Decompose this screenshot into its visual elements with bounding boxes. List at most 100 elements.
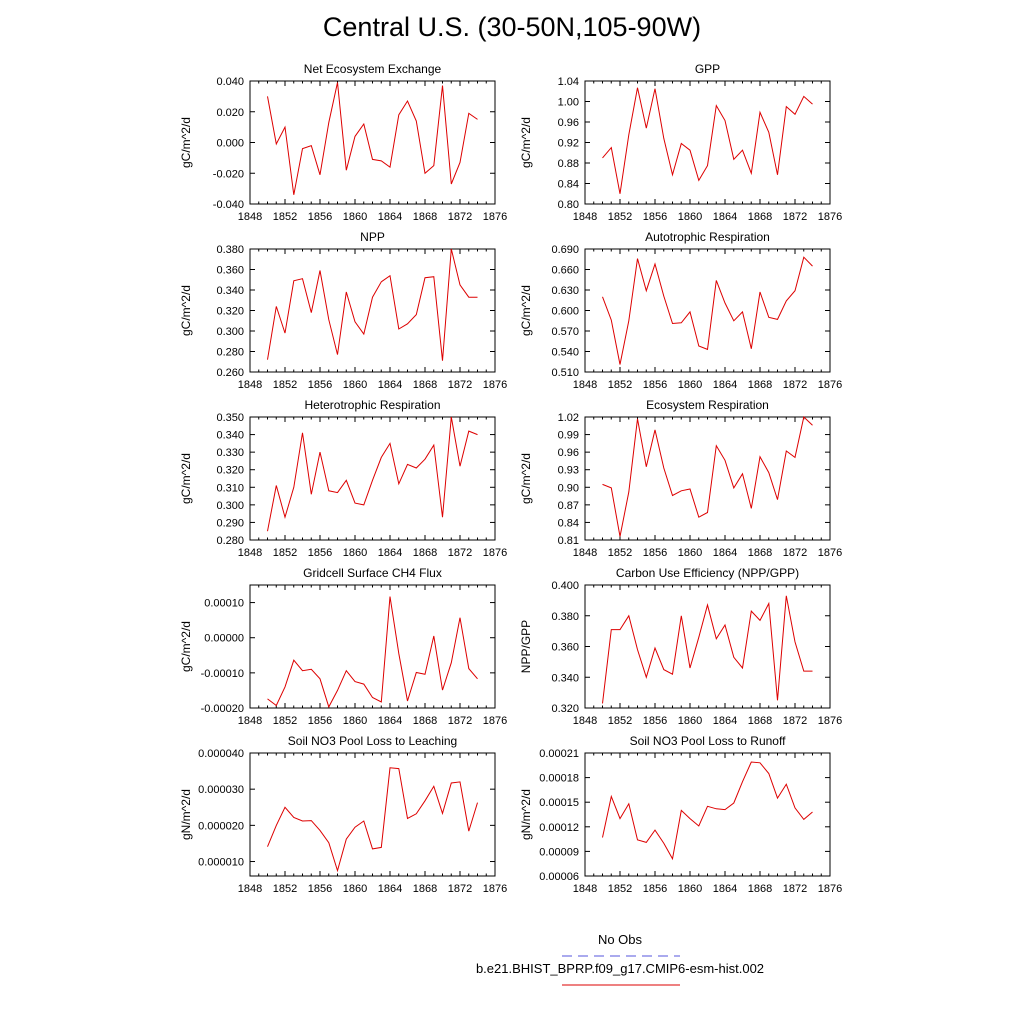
- panel-gpp-xtick-label: 1864: [713, 211, 737, 223]
- panel-gpp-ytick-label: 0.96: [558, 117, 579, 129]
- panel-net-ecosystem-exchange-ytick-label: 0.020: [216, 107, 244, 119]
- panel-soil-no3-pool-loss-to-leaching-ylabel: gN/m^2/d: [179, 789, 193, 840]
- panel-net-ecosystem-exchange-ytick-label: -0.020: [213, 168, 244, 180]
- panel-autotrophic-respiration-series-line: [602, 256, 813, 365]
- panel-soil-no3-pool-loss-to-runoff-xtick-label: 1864: [713, 883, 737, 895]
- panel-ecosystem-respiration-xtick-label: 1864: [713, 547, 737, 559]
- panel-carbon-use-efficiency-npp-gpp-xtick-label: 1856: [643, 715, 667, 727]
- panel-carbon-use-efficiency-npp-gpp-xtick-label: 1848: [573, 715, 597, 727]
- panel-gridcell-surface-ch4-flux-ytick-label: -0.00020: [201, 703, 244, 715]
- panel-gridcell-surface-ch4-flux-xtick-label: 1864: [378, 715, 402, 727]
- panel-gpp-title: GPP: [695, 62, 720, 76]
- panel-npp-ytick-label: 0.340: [216, 285, 244, 297]
- panel-soil-no3-pool-loss-to-runoff-xtick-label: 1860: [678, 883, 702, 895]
- panel-autotrophic-respiration-xtick-label: 1864: [713, 379, 737, 391]
- panel-gridcell-surface-ch4-flux-xtick-label: 1876: [483, 715, 507, 727]
- panel-carbon-use-efficiency-npp-gpp-xtick-label: 1872: [783, 715, 807, 727]
- panel-carbon-use-efficiency-npp-gpp-xtick-label: 1876: [818, 715, 842, 727]
- panel-ecosystem-respiration-ytick-label: 0.93: [558, 465, 579, 477]
- panel-npp-ytick-label: 0.300: [216, 326, 244, 338]
- panel-npp-xtick-label: 1852: [273, 379, 297, 391]
- panel-autotrophic-respiration-ytick-label: 0.570: [551, 326, 579, 338]
- panel-net-ecosystem-exchange-series-line: [267, 82, 478, 195]
- panel-ecosystem-respiration-ytick-label: 0.90: [558, 482, 579, 494]
- panel-autotrophic-respiration-xtick-label: 1868: [748, 379, 772, 391]
- panel-npp-xtick-label: 1864: [378, 379, 402, 391]
- panel-gridcell-surface-ch4-flux-ytick-label: 0.00010: [204, 598, 244, 610]
- panel-autotrophic-respiration-xtick-label: 1852: [608, 379, 632, 391]
- panel-autotrophic-respiration-ytick-label: 0.600: [551, 306, 579, 318]
- panel-npp-ytick-label: 0.260: [216, 367, 244, 379]
- panel-gpp-xtick-label: 1848: [573, 211, 597, 223]
- panel-autotrophic-respiration-ytick-label: 0.690: [551, 244, 579, 256]
- panel-soil-no3-pool-loss-to-leaching-xtick-label: 1852: [273, 883, 297, 895]
- panel-heterotrophic-respiration-ylabel: gC/m^2/d: [179, 453, 193, 504]
- panel-carbon-use-efficiency-npp-gpp-ytick-label: 0.320: [551, 703, 579, 715]
- panel-gridcell-surface-ch4-flux-xtick-label: 1848: [238, 715, 262, 727]
- panel-carbon-use-efficiency-npp-gpp-ytick-label: 0.400: [551, 580, 579, 592]
- panel-net-ecosystem-exchange-ylabel: gC/m^2/d: [179, 117, 193, 168]
- panel-carbon-use-efficiency-npp-gpp-xtick-label: 1852: [608, 715, 632, 727]
- panel-gpp-xtick-label: 1852: [608, 211, 632, 223]
- panel-npp-frame: [249, 248, 496, 373]
- panel-gpp-ytick-label: 0.84: [558, 179, 579, 191]
- panel-ecosystem-respiration-xtick-label: 1868: [748, 547, 772, 559]
- panel-ecosystem-respiration-xtick-label: 1872: [783, 547, 807, 559]
- panel-gridcell-surface-ch4-flux-xtick-label: 1872: [448, 715, 472, 727]
- panel-heterotrophic-respiration-ytick-label: 0.310: [216, 482, 244, 494]
- panel-gridcell-surface-ch4-flux-series-line: [267, 596, 478, 709]
- panel-heterotrophic-respiration-xtick-label: 1852: [273, 547, 297, 559]
- panel-soil-no3-pool-loss-to-runoff-xtick-label: 1852: [608, 883, 632, 895]
- panel-npp-ytick-label: 0.380: [216, 244, 244, 256]
- panel-heterotrophic-respiration-ytick-label: 0.340: [216, 430, 244, 442]
- panel-carbon-use-efficiency-npp-gpp-xtick-label: 1864: [713, 715, 737, 727]
- panel-heterotrophic-respiration-xtick-label: 1856: [308, 547, 332, 559]
- panel-soil-no3-pool-loss-to-leaching-xtick-label: 1876: [483, 883, 507, 895]
- panel-ecosystem-respiration-title: Ecosystem Respiration: [646, 398, 769, 412]
- panel-gpp-series-line: [602, 87, 813, 194]
- panel-gridcell-surface-ch4-flux-ytick-label: -0.00010: [201, 668, 244, 680]
- panel-net-ecosystem-exchange-ytick-label: -0.040: [213, 199, 244, 211]
- panel-heterotrophic-respiration-xtick-label: 1860: [343, 547, 367, 559]
- panel-autotrophic-respiration-xtick-label: 1872: [783, 379, 807, 391]
- panel-net-ecosystem-exchange-xtick-label: 1872: [448, 211, 472, 223]
- panel-net-ecosystem-exchange-xtick-label: 1852: [273, 211, 297, 223]
- legend-label-model-run: b.e21.BHIST_BPRP.f09_g17.CMIP6-esm-hist.…: [475, 961, 765, 976]
- panel-soil-no3-pool-loss-to-leaching-xtick-label: 1872: [448, 883, 472, 895]
- panel-gridcell-surface-ch4-flux-ylabel: gC/m^2/d: [179, 621, 193, 672]
- panel-gpp-ytick-label: 0.80: [558, 199, 579, 211]
- legend-label-no-obs: No Obs: [597, 932, 643, 947]
- panel-net-ecosystem-exchange-xtick-label: 1876: [483, 211, 507, 223]
- panel-soil-no3-pool-loss-to-runoff-ylabel: gN/m^2/d: [519, 789, 533, 840]
- panel-soil-no3-pool-loss-to-leaching-xtick-label: 1856: [308, 883, 332, 895]
- panel-ecosystem-respiration-xtick-label: 1856: [643, 547, 667, 559]
- panel-ecosystem-respiration-series-line: [602, 416, 813, 537]
- panel-soil-no3-pool-loss-to-leaching-xtick-label: 1848: [238, 883, 262, 895]
- panel-heterotrophic-respiration-xtick-label: 1864: [378, 547, 402, 559]
- panel-soil-no3-pool-loss-to-runoff-ytick-label: 0.00018: [539, 773, 579, 785]
- panel-carbon-use-efficiency-npp-gpp-title: Carbon Use Efficiency (NPP/GPP): [616, 566, 799, 580]
- panel-gridcell-surface-ch4-flux-frame: [249, 584, 496, 709]
- panel-carbon-use-efficiency-npp-gpp-series-line: [602, 595, 813, 704]
- panel-soil-no3-pool-loss-to-runoff-xtick-label: 1856: [643, 883, 667, 895]
- panel-net-ecosystem-exchange-xtick-label: 1848: [238, 211, 262, 223]
- panel-soil-no3-pool-loss-to-runoff-ytick-label: 0.00021: [539, 748, 579, 760]
- panel-carbon-use-efficiency-npp-gpp-ytick-label: 0.360: [551, 642, 579, 654]
- panel-heterotrophic-respiration-ytick-label: 0.280: [216, 535, 244, 547]
- panel-soil-no3-pool-loss-to-runoff-ytick-label: 0.00009: [539, 846, 579, 858]
- panel-heterotrophic-respiration-frame: [249, 416, 496, 541]
- panel-npp-ylabel: gC/m^2/d: [179, 285, 193, 336]
- panel-net-ecosystem-exchange-title: Net Ecosystem Exchange: [304, 62, 442, 76]
- panel-autotrophic-respiration-title: Autotrophic Respiration: [645, 230, 770, 244]
- panel-gpp-xtick-label: 1876: [818, 211, 842, 223]
- panel-heterotrophic-respiration-series-line: [267, 416, 478, 532]
- panel-gpp-xtick-label: 1872: [783, 211, 807, 223]
- panel-carbon-use-efficiency-npp-gpp-ytick-label: 0.340: [551, 672, 579, 684]
- panel-ecosystem-respiration-ytick-label: 0.87: [558, 500, 579, 512]
- panel-soil-no3-pool-loss-to-runoff-ytick-label: 0.00012: [539, 822, 579, 834]
- panel-soil-no3-pool-loss-to-runoff-ytick-label: 0.00015: [539, 797, 579, 809]
- panel-npp-xtick-label: 1868: [413, 379, 437, 391]
- panel-autotrophic-respiration-xtick-label: 1876: [818, 379, 842, 391]
- panel-ecosystem-respiration-ytick-label: 0.81: [558, 535, 579, 547]
